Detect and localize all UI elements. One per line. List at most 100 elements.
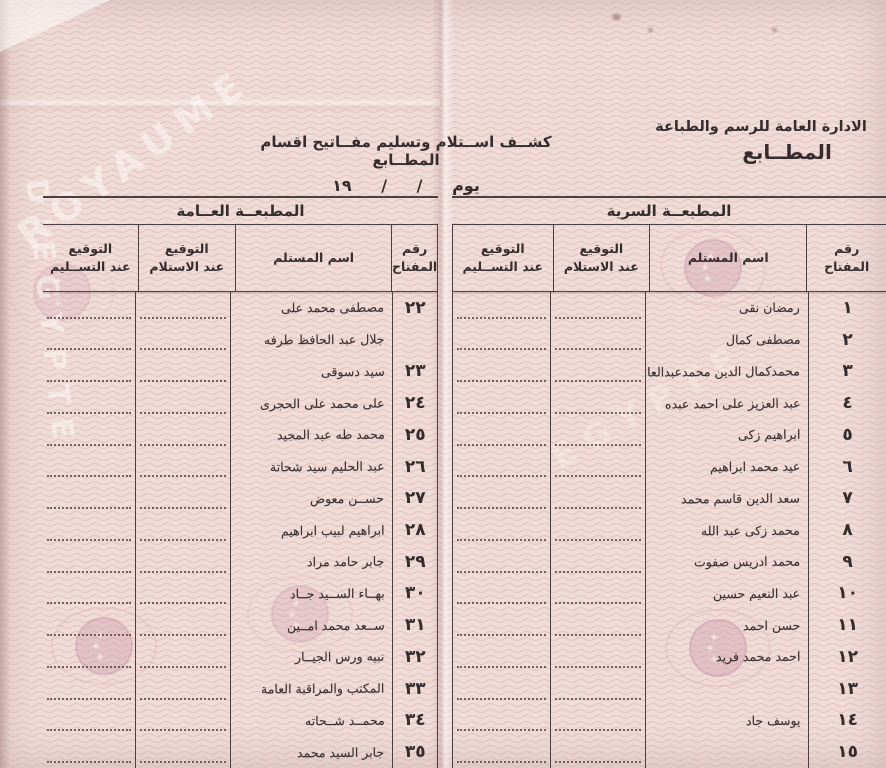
letterhead: الادارة العامة للرسم والطباعة المطــابع — [644, 119, 878, 164]
signature-receipt-cell — [550, 450, 644, 483]
recipient-name-cell: جلال عبد الحافظ طرفه — [230, 323, 392, 356]
table-title: المطبعــة السرية — [452, 196, 886, 225]
column-header-key-number: رقم المفتاح — [806, 225, 886, 291]
key-number-cell — [392, 323, 437, 356]
signature-delivery-cell — [43, 292, 135, 324]
form-date-line: يوم / / ١٩ — [332, 176, 480, 195]
table-row: ٣١ ســعد محمد امــين — [43, 609, 437, 642]
key-number-cell: ٧ — [808, 482, 886, 515]
signature-receipt-cell — [550, 672, 644, 705]
key-number-cell: ٣٠ — [392, 577, 437, 610]
key-number-cell: ١٣ — [808, 672, 886, 705]
recipient-name-cell — [644, 736, 809, 768]
signature-delivery-cell — [452, 672, 550, 705]
key-number-cell: ٢٦ — [392, 450, 437, 483]
key-number-cell: ٣٢ — [392, 641, 437, 673]
signature-delivery-cell — [452, 323, 550, 356]
signature-delivery-cell — [452, 641, 550, 673]
recipient-name-cell: عبد العزيز على احمد عبده — [644, 387, 809, 419]
recipient-name-cell: عبد الحليم سيد شحاتة — [230, 450, 392, 483]
signature-receipt-cell — [135, 323, 230, 356]
table-body: ٢٢ مصطفى محمد على جلال عبد الحافظ طرفه ٢… — [43, 292, 438, 768]
recipient-name-cell: مصطفى كمال — [644, 323, 809, 356]
table-title: المطبعــة العــامة — [43, 196, 438, 225]
signature-delivery-cell — [452, 545, 550, 578]
table-row: ٣٠ بهــاء الســيد جــاد — [43, 577, 437, 610]
column-header-recipient-name: اسم المستلم — [649, 225, 806, 291]
table-row: ٣٥ جابر السيد محمد — [43, 736, 437, 768]
signature-receipt-cell — [135, 609, 230, 642]
key-number-cell: ٤ — [808, 387, 886, 419]
signature-delivery-cell — [452, 292, 550, 324]
table-row: ١١ حسن احمد — [452, 609, 886, 642]
table-row: ١٣ — [452, 672, 886, 705]
signature-receipt-cell — [550, 577, 644, 610]
recipient-name-cell: جابر حامد مراد — [230, 545, 392, 578]
key-number-cell: ٢٣ — [392, 355, 437, 388]
key-number-cell: ٨ — [808, 514, 886, 546]
column-header-signature-delivery: التوقيع عند التســليم — [452, 225, 553, 291]
section-name: المطــابع — [742, 140, 832, 164]
signature-delivery-cell — [43, 546, 135, 578]
signature-receipt-cell — [550, 736, 644, 768]
signature-receipt-cell — [135, 418, 230, 451]
table-body: ١ رمضان نقى ٢ مصطفى كمال ٣ محمدكمال الدي… — [452, 292, 886, 768]
table-row: ٢٨ ابراهيم لبيب ابراهيم — [43, 514, 437, 546]
key-number-cell: ٣ — [808, 355, 886, 388]
recipient-name-cell: حسن احمد — [644, 609, 809, 642]
signature-delivery-cell — [43, 419, 135, 451]
signature-delivery-cell — [452, 514, 550, 546]
key-number-cell: ٢٢ — [392, 292, 437, 324]
signature-delivery-cell — [43, 736, 135, 768]
recipient-name-cell: يوسف جاد — [644, 704, 809, 737]
table-row: ٧ سعد الدين قاسم محمد — [452, 482, 886, 515]
recipient-name-cell: على محمد على الحجرى — [230, 387, 392, 419]
table-secret-press: المطبعــة السرية رقم المفتاح اسم المستلم… — [452, 196, 886, 768]
table-row: ٣ محمدكمال الدين محمدعبدالعال — [452, 355, 886, 388]
signature-receipt-cell — [135, 514, 230, 546]
signature-delivery-cell — [452, 355, 550, 388]
table-row: ٤ عبد العزيز على احمد عبده — [452, 387, 886, 419]
column-header-key-number: رقم المفتاح — [391, 225, 437, 291]
key-number-cell: ٥ — [808, 418, 886, 451]
key-number-cell: ٢٤ — [392, 387, 437, 419]
table-row: ٨ محمد زكى عبد الله — [452, 514, 886, 546]
signature-receipt-cell — [135, 545, 230, 578]
signature-receipt-cell — [135, 387, 230, 419]
key-number-cell: ٢٨ — [392, 514, 437, 546]
table-row: ٢٩ جابر حامد مراد — [43, 545, 437, 578]
key-number-cell: ٣٣ — [392, 672, 437, 705]
signature-receipt-cell — [135, 482, 230, 515]
signature-receipt-cell — [135, 736, 230, 768]
table-row: ٢٥ محمد طه عبد المجيد — [43, 418, 437, 451]
signature-delivery-cell — [43, 705, 135, 737]
recipient-name-cell: حســن معوض — [230, 482, 392, 515]
table-row: جلال عبد الحافظ طرفه — [43, 323, 437, 356]
table-row: ١٢ احمد محمد فريد — [452, 641, 886, 673]
signature-delivery-cell — [452, 482, 550, 515]
signature-delivery-cell — [43, 324, 135, 356]
key-number-cell: ٢ — [808, 323, 886, 356]
table-row: ١٤ يوسف جاد — [452, 704, 886, 737]
table-row: ٢ مصطفى كمال — [452, 323, 886, 356]
key-number-cell: ١٠ — [808, 577, 886, 610]
signature-receipt-cell — [550, 387, 644, 419]
table-header-row: رقم المفتاح اسم المستلم التوقيع عند الاس… — [43, 225, 438, 292]
signature-delivery-cell — [452, 418, 550, 451]
signature-delivery-cell — [452, 577, 550, 610]
signature-receipt-cell — [550, 355, 644, 388]
signature-receipt-cell — [550, 323, 644, 356]
page-corner-highlight — [0, 0, 110, 52]
signature-delivery-cell — [452, 609, 550, 642]
column-header-signature-receipt: التوقيع عند الاستلام — [552, 225, 650, 291]
table-row: ٢٣ سيد دسوقى — [43, 355, 437, 388]
signature-delivery-cell — [43, 673, 135, 705]
column-header-signature-delivery: التوقيع عند التســليم — [49, 240, 131, 274]
key-number-cell: ٣٥ — [392, 736, 437, 768]
key-number-cell: ١١ — [808, 609, 886, 642]
table-row: ٣٣ المكتب والمراقبة العامة — [43, 672, 437, 705]
paper-speck — [612, 14, 621, 20]
recipient-name-cell: بهــاء الســيد جــاد — [230, 577, 392, 610]
paper-speck — [772, 28, 777, 32]
signature-receipt-cell — [135, 450, 230, 483]
